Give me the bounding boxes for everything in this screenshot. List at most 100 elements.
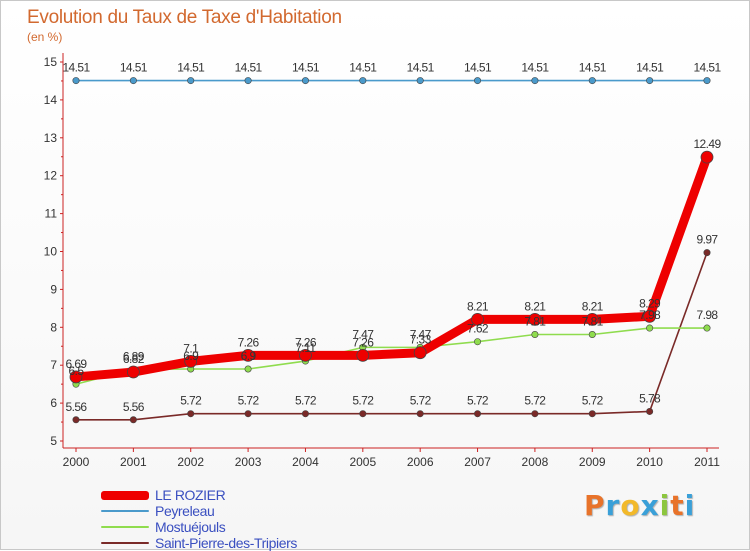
data-label-le-rozier: 12.49 <box>693 137 721 151</box>
data-label-peyreleau: 14.51 <box>292 61 320 75</box>
data-point-peyreleau <box>244 77 252 85</box>
logo-letter: o <box>620 489 641 522</box>
data-label-saint-pierre-des-tripiers: 5.72 <box>238 394 260 408</box>
data-label-peyreleau: 14.51 <box>521 61 549 75</box>
data-label-mostuejouls: 6.9 <box>183 349 199 363</box>
data-label-le-rozier: 6.69 <box>66 357 88 371</box>
data-point-mostuejouls <box>244 365 252 373</box>
chart-axes: 5 6 7 8 9 10 11 12 13 14 15 2000 2001 2002 2003 2004 200… <box>44 53 720 469</box>
data-point-saint-pierre-des-tripiers <box>531 410 539 418</box>
data-label-peyreleau: 14.51 <box>407 61 435 75</box>
data-point-saint-pierre-des-tripiers <box>646 407 654 415</box>
legend-item-le-rozier: LE ROZIER <box>101 487 297 503</box>
data-label-saint-pierre-des-tripiers: 5.78 <box>639 391 661 405</box>
data-point-peyreleau <box>474 77 482 85</box>
data-label-saint-pierre-des-tripiers: 5.72 <box>467 394 489 408</box>
data-label-saint-pierre-des-tripiers: 5.72 <box>180 394 202 408</box>
data-label-peyreleau: 14.51 <box>177 61 205 75</box>
data-point-peyreleau <box>359 77 367 85</box>
data-label-le-rozier: 8.21 <box>524 299 546 313</box>
y-tick-label: 8 <box>50 320 57 334</box>
y-tick-label: 6 <box>50 396 57 410</box>
y-tick-label: 11 <box>45 207 58 221</box>
data-point-le-rozier <box>126 365 140 379</box>
data-label-mostuejouls: 7.62 <box>467 322 489 336</box>
data-label-mostuejouls: 6.9 <box>241 349 257 363</box>
data-label-le-rozier: 7.33 <box>410 333 432 347</box>
x-tick-label: 2010 <box>636 455 663 469</box>
data-point-le-rozier <box>413 346 427 360</box>
legend: LE ROZIER Peyreleau Mostuéjouls Saint-Pi… <box>101 487 297 551</box>
data-label-le-rozier: 8.21 <box>582 299 604 313</box>
legend-label-mostuejouls: Mostuéjouls <box>155 519 226 535</box>
data-point-saint-pierre-des-tripiers <box>359 410 367 418</box>
data-point-saint-pierre-des-tripiers <box>129 416 137 424</box>
data-point-saint-pierre-des-tripiers <box>474 410 482 418</box>
data-point-saint-pierre-des-tripiers <box>187 410 195 418</box>
legend-label-peyreleau: Peyreleau <box>155 503 215 519</box>
data-label-mostuejouls: 6.5 <box>69 364 85 378</box>
data-label-saint-pierre-des-tripiers: 9.97 <box>697 233 719 247</box>
y-tick-label: 5 <box>50 434 57 448</box>
data-label-peyreleau: 14.51 <box>464 61 492 75</box>
data-label-peyreleau: 14.51 <box>693 61 721 75</box>
data-point-peyreleau <box>129 77 137 85</box>
data-point-le-rozier <box>528 312 542 326</box>
legend-item-peyreleau: Peyreleau <box>101 503 297 519</box>
data-label-le-rozier: 7.1 <box>183 341 199 355</box>
x-tick-label: 2006 <box>407 455 434 469</box>
legend-swatch-peyreleau <box>101 510 149 512</box>
data-label-saint-pierre-des-tripiers: 5.72 <box>352 394 374 408</box>
logo-letter: i <box>684 489 696 522</box>
legend-item-saint-pierre: Saint-Pierre-des-Tripiers <box>101 535 297 551</box>
data-point-le-rozier <box>643 309 657 323</box>
data-label-mostuejouls: 7.98 <box>697 308 719 322</box>
data-point-mostuejouls <box>474 338 482 346</box>
data-label-mostuejouls: 7.81 <box>582 315 604 329</box>
data-label-peyreleau: 14.51 <box>62 61 90 75</box>
data-labels-layer: 6.69 6.82 7.1 7.26 7.26 7.26 7.33 8.21 8.21 8.21 8… <box>62 61 722 414</box>
proxiti-logo: Proxiti <box>584 489 695 522</box>
data-label-le-rozier: 8.29 <box>639 296 661 310</box>
x-tick-label: 2009 <box>579 455 606 469</box>
data-point-mostuejouls <box>588 331 596 339</box>
data-point-peyreleau <box>588 77 596 85</box>
y-tick-label: 7 <box>50 358 57 372</box>
legend-item-mostuejouls: Mostuéjouls <box>101 519 297 535</box>
data-label-saint-pierre-des-tripiers: 5.72 <box>295 394 317 408</box>
data-label-le-rozier: 6.82 <box>123 352 145 366</box>
series-line-mostuejouls <box>75 327 708 385</box>
data-point-saint-pierre-des-tripiers <box>301 410 309 418</box>
data-point-peyreleau <box>703 77 711 85</box>
logo-letter: P <box>584 489 606 522</box>
data-point-peyreleau <box>531 77 539 85</box>
series-layer <box>69 77 714 424</box>
data-point-le-rozier <box>299 348 312 362</box>
data-label-saint-pierre-des-tripiers: 5.56 <box>123 400 145 414</box>
legend-label-saint-pierre: Saint-Pierre-des-Tripiers <box>155 535 297 551</box>
data-point-peyreleau <box>416 77 424 85</box>
data-label-saint-pierre-des-tripiers: 5.72 <box>524 394 546 408</box>
data-point-le-rozier <box>241 348 255 362</box>
chart-subtitle: (en %) <box>27 30 63 44</box>
x-tick-label: 2003 <box>235 455 262 469</box>
chart-title: Evolution du Taux de Taxe d'Habitation <box>27 7 342 28</box>
data-point-le-rozier <box>69 370 83 384</box>
data-label-saint-pierre-des-tripiers: 5.72 <box>582 394 604 408</box>
data-point-peyreleau <box>646 77 654 85</box>
data-point-le-rozier <box>471 312 484 326</box>
x-tick-label: 2004 <box>292 455 319 469</box>
data-point-le-rozier <box>700 150 714 164</box>
data-point-mostuejouls <box>646 324 654 332</box>
data-label-saint-pierre-des-tripiers: 5.56 <box>66 400 88 414</box>
data-point-peyreleau <box>72 77 80 85</box>
y-tick-label: 10 <box>44 245 58 259</box>
data-label-le-rozier: 7.26 <box>238 335 260 349</box>
data-point-saint-pierre-des-tripiers <box>703 249 711 257</box>
y-tick-label: 15 <box>44 55 58 69</box>
logo-letter: i <box>659 489 671 522</box>
data-point-peyreleau <box>301 77 309 85</box>
y-tick-label: 14 <box>44 93 58 107</box>
